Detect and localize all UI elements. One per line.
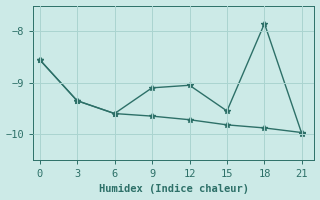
X-axis label: Humidex (Indice chaleur): Humidex (Indice chaleur)	[99, 184, 249, 194]
